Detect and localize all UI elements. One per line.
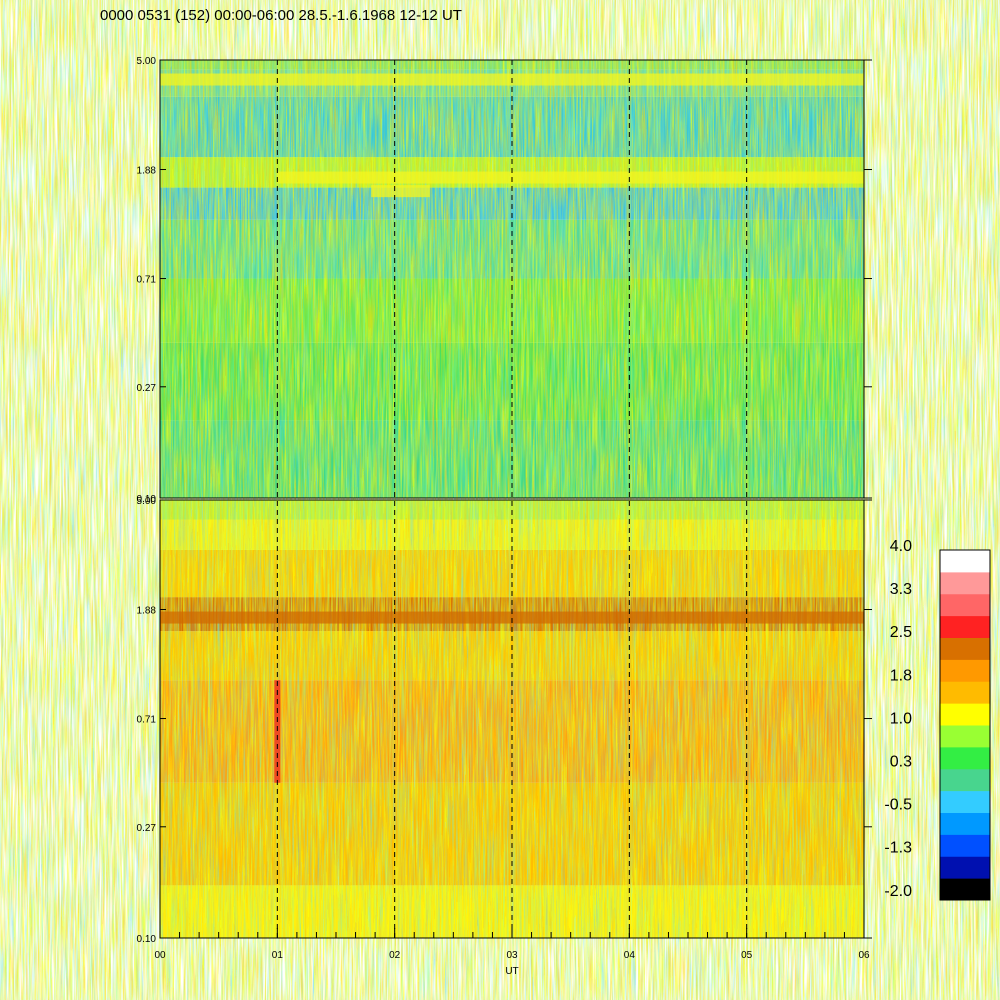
y-tick-label: 0.27 (137, 383, 157, 394)
colorbar-swatch (940, 746, 990, 770)
x-tick-label: 01 (272, 950, 284, 961)
x-tick-label: 03 (506, 950, 518, 961)
y-tick-label: 5.00 (137, 56, 157, 67)
colorbar-label: -2.0 (884, 883, 912, 900)
x-tick-label: 04 (624, 950, 636, 961)
colorbar-swatch (940, 703, 990, 726)
colorbar-swatch (940, 725, 990, 748)
x-tick-label: 06 (858, 950, 870, 961)
panel-upper-band-1 (277, 171, 864, 184)
colorbar-swatch (940, 637, 990, 660)
colorbar-swatch (940, 593, 990, 617)
panel-upper-band-2 (371, 185, 430, 198)
y-tick-label: 0.71 (137, 275, 157, 286)
colorbar-label: 2.5 (890, 624, 912, 641)
chart-title: 0000 0531 (152) 00:00-06:00 28.5.-1.6.19… (100, 7, 462, 24)
colorbar-swatch (940, 834, 990, 857)
colorbar-swatch (940, 615, 990, 638)
colorbar-label: -1.3 (884, 840, 912, 857)
y-tick-label: 0.10 (137, 934, 157, 945)
colorbar-swatch (940, 550, 990, 573)
colorbar-label: 0.3 (890, 753, 912, 770)
y-tick-label: 5.00 (137, 496, 157, 507)
y-tick-label: 0.71 (137, 715, 157, 726)
colorbar-swatch (940, 768, 990, 792)
colorbar-swatch (940, 571, 990, 595)
y-tick-label: 0.10 (137, 494, 157, 505)
x-axis-label: UT (505, 966, 518, 977)
panel-lower-band-0 (160, 611, 864, 624)
colorbar-label: 1.0 (890, 710, 912, 727)
y-tick-label: 0.27 (137, 823, 157, 834)
panel-lower-spike-1 (274, 680, 281, 783)
y-tick-label: 1.88 (137, 606, 157, 617)
colorbar-swatch (940, 812, 990, 835)
colorbar-label: 4.0 (890, 538, 912, 555)
colorbar-label: 3.3 (890, 581, 912, 598)
colorbar-label: 1.8 (890, 667, 912, 684)
colorbar-swatch (940, 856, 990, 879)
colorbar-swatch (940, 878, 990, 901)
x-tick-label: 00 (154, 950, 166, 961)
colorbar-frame (939, 549, 991, 901)
y-tick-label: 1.88 (137, 166, 157, 177)
colorbar-swatch (940, 681, 990, 704)
colorbar-swatch (940, 659, 990, 682)
colorbar-swatch (940, 790, 990, 813)
colorbar-label: -0.5 (884, 797, 912, 814)
x-tick-label: 05 (741, 950, 753, 961)
x-tick-label: 02 (389, 950, 401, 961)
